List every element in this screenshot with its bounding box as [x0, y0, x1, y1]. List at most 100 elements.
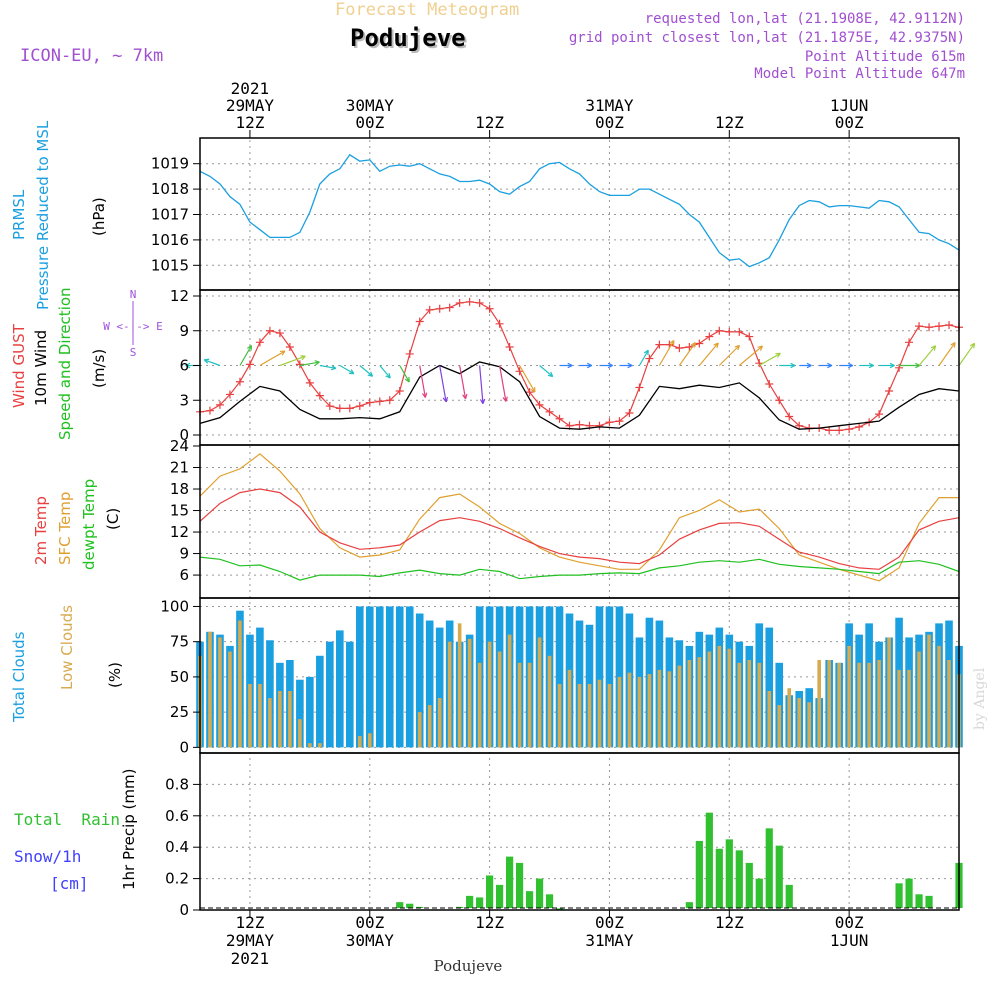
total-cloud-bar: [555, 606, 564, 748]
y-tick-label: 100: [160, 597, 189, 615]
low-cloud-bar: [917, 651, 921, 748]
wind-dir-label: Speed and Direction: [56, 287, 74, 440]
gust-point: [645, 354, 654, 363]
panel-frame: [199, 752, 960, 911]
wind-arrow: [359, 365, 374, 377]
total-cloud-bar: [346, 641, 354, 748]
clouds-unit: (%): [106, 662, 124, 688]
low-cloud-bar: [288, 691, 292, 748]
gust-point: [445, 303, 454, 312]
low-cloud-bar: [697, 657, 702, 748]
wind-arrowhead: [775, 352, 781, 358]
bottom-time-label: 00Z: [355, 913, 384, 932]
gust-point: [905, 338, 914, 347]
gust-point: [855, 422, 864, 431]
low-cloud-bar: [777, 705, 782, 748]
y-tick-label: 75: [170, 633, 189, 651]
gust-point: [375, 397, 384, 406]
rain-bar: [406, 903, 414, 908]
wind10m-line: [199, 361, 960, 430]
wind-arrowhead: [314, 360, 320, 366]
wind-arrowhead: [547, 371, 554, 378]
y-tick-label: 50: [170, 668, 189, 686]
gust-point: [945, 320, 954, 329]
dewpt-label: dewpt Temp: [80, 479, 98, 570]
low-cloud-bar: [357, 736, 362, 748]
footer-location: Podujeve: [434, 957, 503, 975]
y-tick-label: 24: [170, 437, 189, 455]
bottom-time-label: 31MAY: [585, 931, 634, 950]
total-cloud-bar: [605, 606, 614, 748]
low-cloud-bar: [497, 651, 502, 748]
wind-arrowhead: [404, 376, 410, 383]
gust-point: [455, 298, 464, 307]
low-cloud-bar: [607, 683, 612, 748]
gust-point: [425, 305, 434, 314]
location-title: Podujeve: [352, 26, 468, 54]
y-tick-label: 6: [179, 566, 189, 584]
wind-arrow: [479, 365, 484, 404]
total-cloud-bar: [415, 613, 424, 748]
wind-arrow: [259, 350, 286, 367]
gust-point: [485, 304, 494, 313]
gust-point: [355, 402, 364, 411]
wind-arrowhead: [300, 355, 306, 361]
point-altitude: Point Altitude 615m: [805, 49, 965, 65]
low-cloud-bar: [717, 645, 722, 748]
wind-arrowhead: [713, 342, 719, 349]
y-tick-label: 0.8: [165, 775, 189, 793]
total-cloud-bar: [266, 640, 274, 748]
gust-point: [415, 317, 424, 326]
prmsl-long-label: Pressure Reduced to MSL: [34, 120, 52, 310]
wind-arrowhead: [889, 362, 895, 369]
low-cloud-bar: [667, 671, 672, 748]
gust-point: [925, 323, 934, 332]
low-cloud-bar: [617, 676, 622, 748]
rain-bar: [785, 884, 793, 908]
y-tick-label: 1019: [151, 155, 189, 173]
gust-point: [215, 400, 224, 409]
total-cloud-bar: [355, 606, 364, 748]
gust-point: [735, 327, 744, 336]
low-cloud-bar: [517, 662, 522, 748]
wind-arrow: [459, 365, 467, 399]
gust-point: [365, 398, 374, 407]
gust-point: [345, 404, 354, 413]
credit-watermark: by Angel: [972, 667, 988, 730]
y-tick-label: 1017: [151, 206, 189, 224]
wind-arrow: [299, 361, 320, 367]
wind-unit: (m/s): [90, 349, 108, 388]
wind-arrow: [698, 342, 719, 366]
gust-point: [885, 386, 894, 395]
gust-point: [575, 420, 584, 429]
rain-bar: [545, 894, 554, 908]
gust-point: [775, 396, 784, 405]
wind-arrowhead: [479, 398, 486, 405]
rain-bar: [895, 883, 903, 908]
gust-point: [545, 407, 554, 416]
low-cloud-bar: [507, 634, 512, 748]
low-cloud-bar: [937, 645, 941, 748]
wind-arrowhead: [806, 362, 812, 369]
y-tick-label: 9: [179, 545, 189, 563]
gust-point: [405, 349, 414, 358]
low-cloud-bar: [687, 660, 692, 748]
low-cloud-bar: [447, 641, 452, 748]
wind-arrowhead: [185, 362, 191, 369]
gust-point: [235, 377, 244, 386]
low-cloud-bar: [887, 637, 891, 748]
gust-point: [305, 378, 314, 387]
y-tick-label: 12: [170, 523, 189, 541]
rain-bar: [705, 812, 713, 908]
y-tick-label: 9: [179, 322, 189, 340]
wind-arrow: [539, 365, 554, 378]
rain-bar: [476, 897, 484, 908]
gust-point: [675, 344, 684, 353]
bottom-time-label: 12Z: [475, 913, 504, 932]
low-cloud-bar: [577, 683, 582, 748]
gust-point: [555, 414, 564, 423]
gust-point: [715, 326, 724, 335]
low-cloud-bar: [627, 672, 632, 748]
